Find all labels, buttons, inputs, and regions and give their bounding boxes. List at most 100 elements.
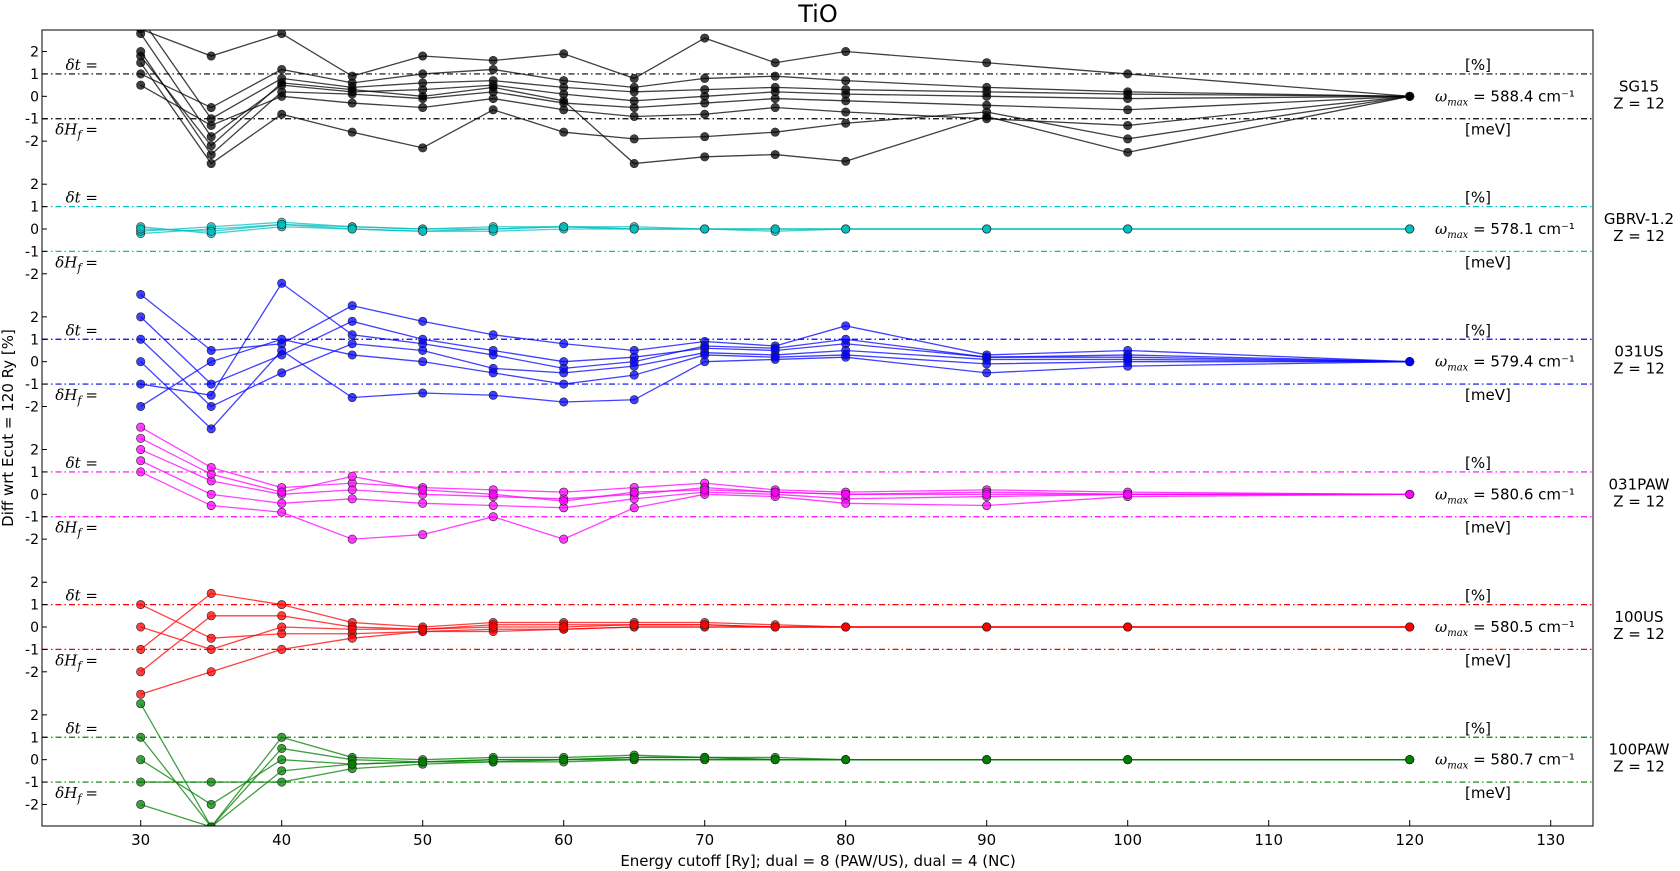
data-point — [770, 71, 780, 81]
data-point — [1123, 120, 1133, 130]
data-point — [277, 507, 287, 517]
data-point — [1123, 622, 1133, 632]
data-point — [488, 350, 498, 360]
data-point — [982, 489, 992, 499]
data-point — [277, 611, 287, 621]
series-line — [140, 282, 1410, 396]
data-point — [629, 82, 639, 92]
data-point — [559, 496, 569, 506]
y-tick-label: 1 — [30, 465, 39, 481]
data-point — [137, 14, 145, 22]
y-tick-label: 0 — [30, 753, 39, 769]
x-tick-label: 100 — [1113, 831, 1142, 849]
y-tick-label: 1 — [30, 730, 39, 746]
mev-unit-label: [meV] — [1465, 121, 1511, 139]
series-line — [140, 62, 1410, 165]
data-point — [418, 388, 428, 398]
data-point — [206, 159, 216, 169]
series-line — [140, 756, 1410, 826]
series-line — [140, 33, 1410, 138]
data-point — [277, 78, 287, 88]
series-031PAW — [136, 422, 1415, 544]
data-point — [488, 330, 498, 340]
data-point — [700, 350, 710, 360]
y-tick-label: 1 — [30, 598, 39, 614]
data-point — [277, 30, 287, 39]
data-point — [559, 534, 569, 544]
data-point — [136, 51, 146, 61]
percent-unit-label: [%] — [1465, 321, 1491, 339]
data-point — [559, 363, 569, 373]
data-point — [136, 312, 146, 322]
data-point — [206, 345, 216, 355]
delta-hf-label: δHf = — [55, 651, 98, 672]
data-point — [559, 49, 569, 59]
pseudo-name-label: GBRV-1.2 — [1604, 210, 1674, 228]
data-point — [277, 278, 287, 288]
data-point — [136, 357, 146, 367]
data-point — [347, 316, 357, 326]
data-point — [559, 105, 569, 115]
data-point — [206, 120, 216, 130]
series-line — [140, 84, 1410, 127]
data-point — [206, 667, 216, 677]
data-point — [770, 487, 780, 497]
data-point — [559, 127, 569, 137]
omega-max-label: ωmax = 588.4 cm⁻¹ — [1435, 87, 1575, 108]
data-point — [559, 339, 569, 349]
data-point — [629, 752, 639, 762]
series-line — [140, 68, 1410, 109]
data-point — [488, 368, 498, 378]
y-tick-label: -1 — [25, 510, 39, 526]
data-point — [770, 127, 780, 137]
data-point — [629, 103, 639, 113]
data-point — [418, 103, 428, 113]
data-point — [841, 224, 851, 234]
data-point — [982, 91, 992, 101]
data-point — [347, 633, 357, 643]
data-point — [136, 622, 146, 632]
series-line — [148, 30, 1410, 120]
data-point — [841, 76, 851, 86]
data-point — [1123, 147, 1133, 157]
y-tick-label: -2 — [25, 267, 39, 283]
data-point — [206, 822, 216, 826]
data-point — [700, 341, 710, 351]
data-point — [277, 220, 287, 230]
data-point — [559, 96, 569, 106]
data-point — [629, 487, 639, 497]
data-point — [347, 127, 357, 137]
atomic-z-label: Z = 12 — [1613, 360, 1664, 378]
y-tick-label: 2 — [30, 177, 39, 193]
y-tick-label: -2 — [25, 532, 39, 548]
y-tick-label: 0 — [30, 620, 39, 636]
data-point — [629, 111, 639, 121]
y-axis-label: Diff wrt Ecut = 120 Ry [%] — [0, 329, 17, 527]
delta-hf-label: δHf = — [55, 121, 98, 142]
data-point — [841, 118, 851, 128]
data-point — [488, 489, 498, 499]
data-point — [1405, 91, 1415, 101]
data-point — [136, 689, 146, 699]
y-tick-label: 2 — [30, 708, 39, 724]
data-point — [347, 350, 357, 360]
data-point — [418, 357, 428, 367]
data-point — [700, 224, 710, 234]
data-point — [488, 755, 498, 765]
data-point — [700, 73, 710, 83]
mev-unit-label: [meV] — [1465, 651, 1511, 669]
data-point — [136, 289, 146, 299]
data-point — [277, 498, 287, 508]
data-point — [418, 530, 428, 540]
data-point — [1123, 224, 1133, 234]
panel-annotations: δt = δHf = [%] [meV] ωmax = 588.4 cm⁻¹ δt = δHf… — [55, 56, 1575, 805]
data-point — [841, 47, 851, 57]
data-point — [629, 620, 639, 630]
data-point — [982, 58, 992, 68]
data-point — [277, 109, 287, 119]
atomic-z-label: Z = 12 — [1613, 227, 1664, 245]
delta-hf-label: δHf = — [55, 519, 98, 540]
series-line — [140, 471, 1410, 540]
data-point — [277, 368, 287, 378]
data-point — [770, 103, 780, 113]
